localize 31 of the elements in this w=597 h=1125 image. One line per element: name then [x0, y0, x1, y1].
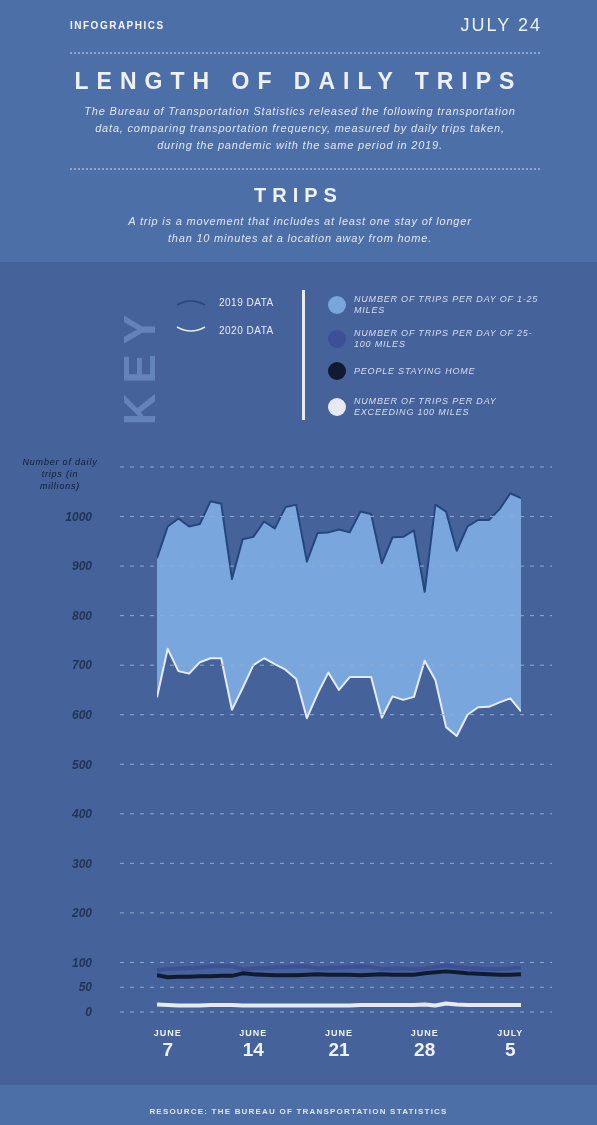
x-tick-label: JUNE 14: [239, 1028, 268, 1060]
text: Number of daily trips (in millions): [21, 456, 99, 492]
y-tick-label: 200: [70, 906, 93, 921]
y-tick-label: 700: [71, 658, 93, 673]
x-tick-label: JUNE 28: [410, 1028, 439, 1060]
y-tick-label: 0: [85, 1005, 93, 1020]
y-tick-label: 1000: [65, 509, 93, 524]
text: A trip is a movement that includes at least one stay of longer than 10 minutes at a location away from home.: [127, 214, 473, 246]
y-tick-label: 400: [70, 807, 93, 822]
text: RESOURCE: THE BUREAU OF TRANSPORTATION STATISTICS: [148, 1107, 449, 1116]
y-tick-label: 50: [78, 980, 93, 995]
text: 2019 DATA: [219, 296, 274, 308]
x-tick-label: JUNE 21: [324, 1028, 354, 1060]
chart-title: LENGTH OF DAILY TRIPS: [73, 68, 524, 95]
y-tick-label: 300: [71, 856, 93, 871]
text: JULY 24: [460, 15, 542, 36]
text: INFOGRAPHICS: [70, 20, 165, 31]
legend-label: NUMBER OF TRIPS PER DAY OF 25-100 MILES: [354, 328, 534, 350]
text: TRIPS: [253, 184, 344, 207]
x-tick-label: JUNE 7: [153, 1028, 182, 1060]
y-tick-label: 500: [71, 757, 93, 772]
y-tick-label: 800: [71, 608, 93, 623]
chart-subtitle: The Bureau of Transportation Statistics released the following transportation data, comparing transportation frequency, measured by daily trips taken, during the pandemic with the same period in 2019.: [83, 104, 517, 153]
x-tick-label: JULY 5: [497, 1028, 524, 1060]
text: 2020 DATA: [219, 324, 274, 336]
legend-label: NUMBER OF TRIPS PER DAY OF 1-25 MILES: [354, 294, 540, 316]
legend-label: NUMBER OF TRIPS PER DAY EXCEEDING 100 MILES: [354, 396, 498, 418]
y-tick-label: 600: [71, 707, 93, 722]
y-tick-label: 900: [71, 559, 93, 574]
legend-label: PEOPLE STAYING HOME: [354, 365, 477, 377]
y-tick-label: 100: [71, 955, 93, 970]
